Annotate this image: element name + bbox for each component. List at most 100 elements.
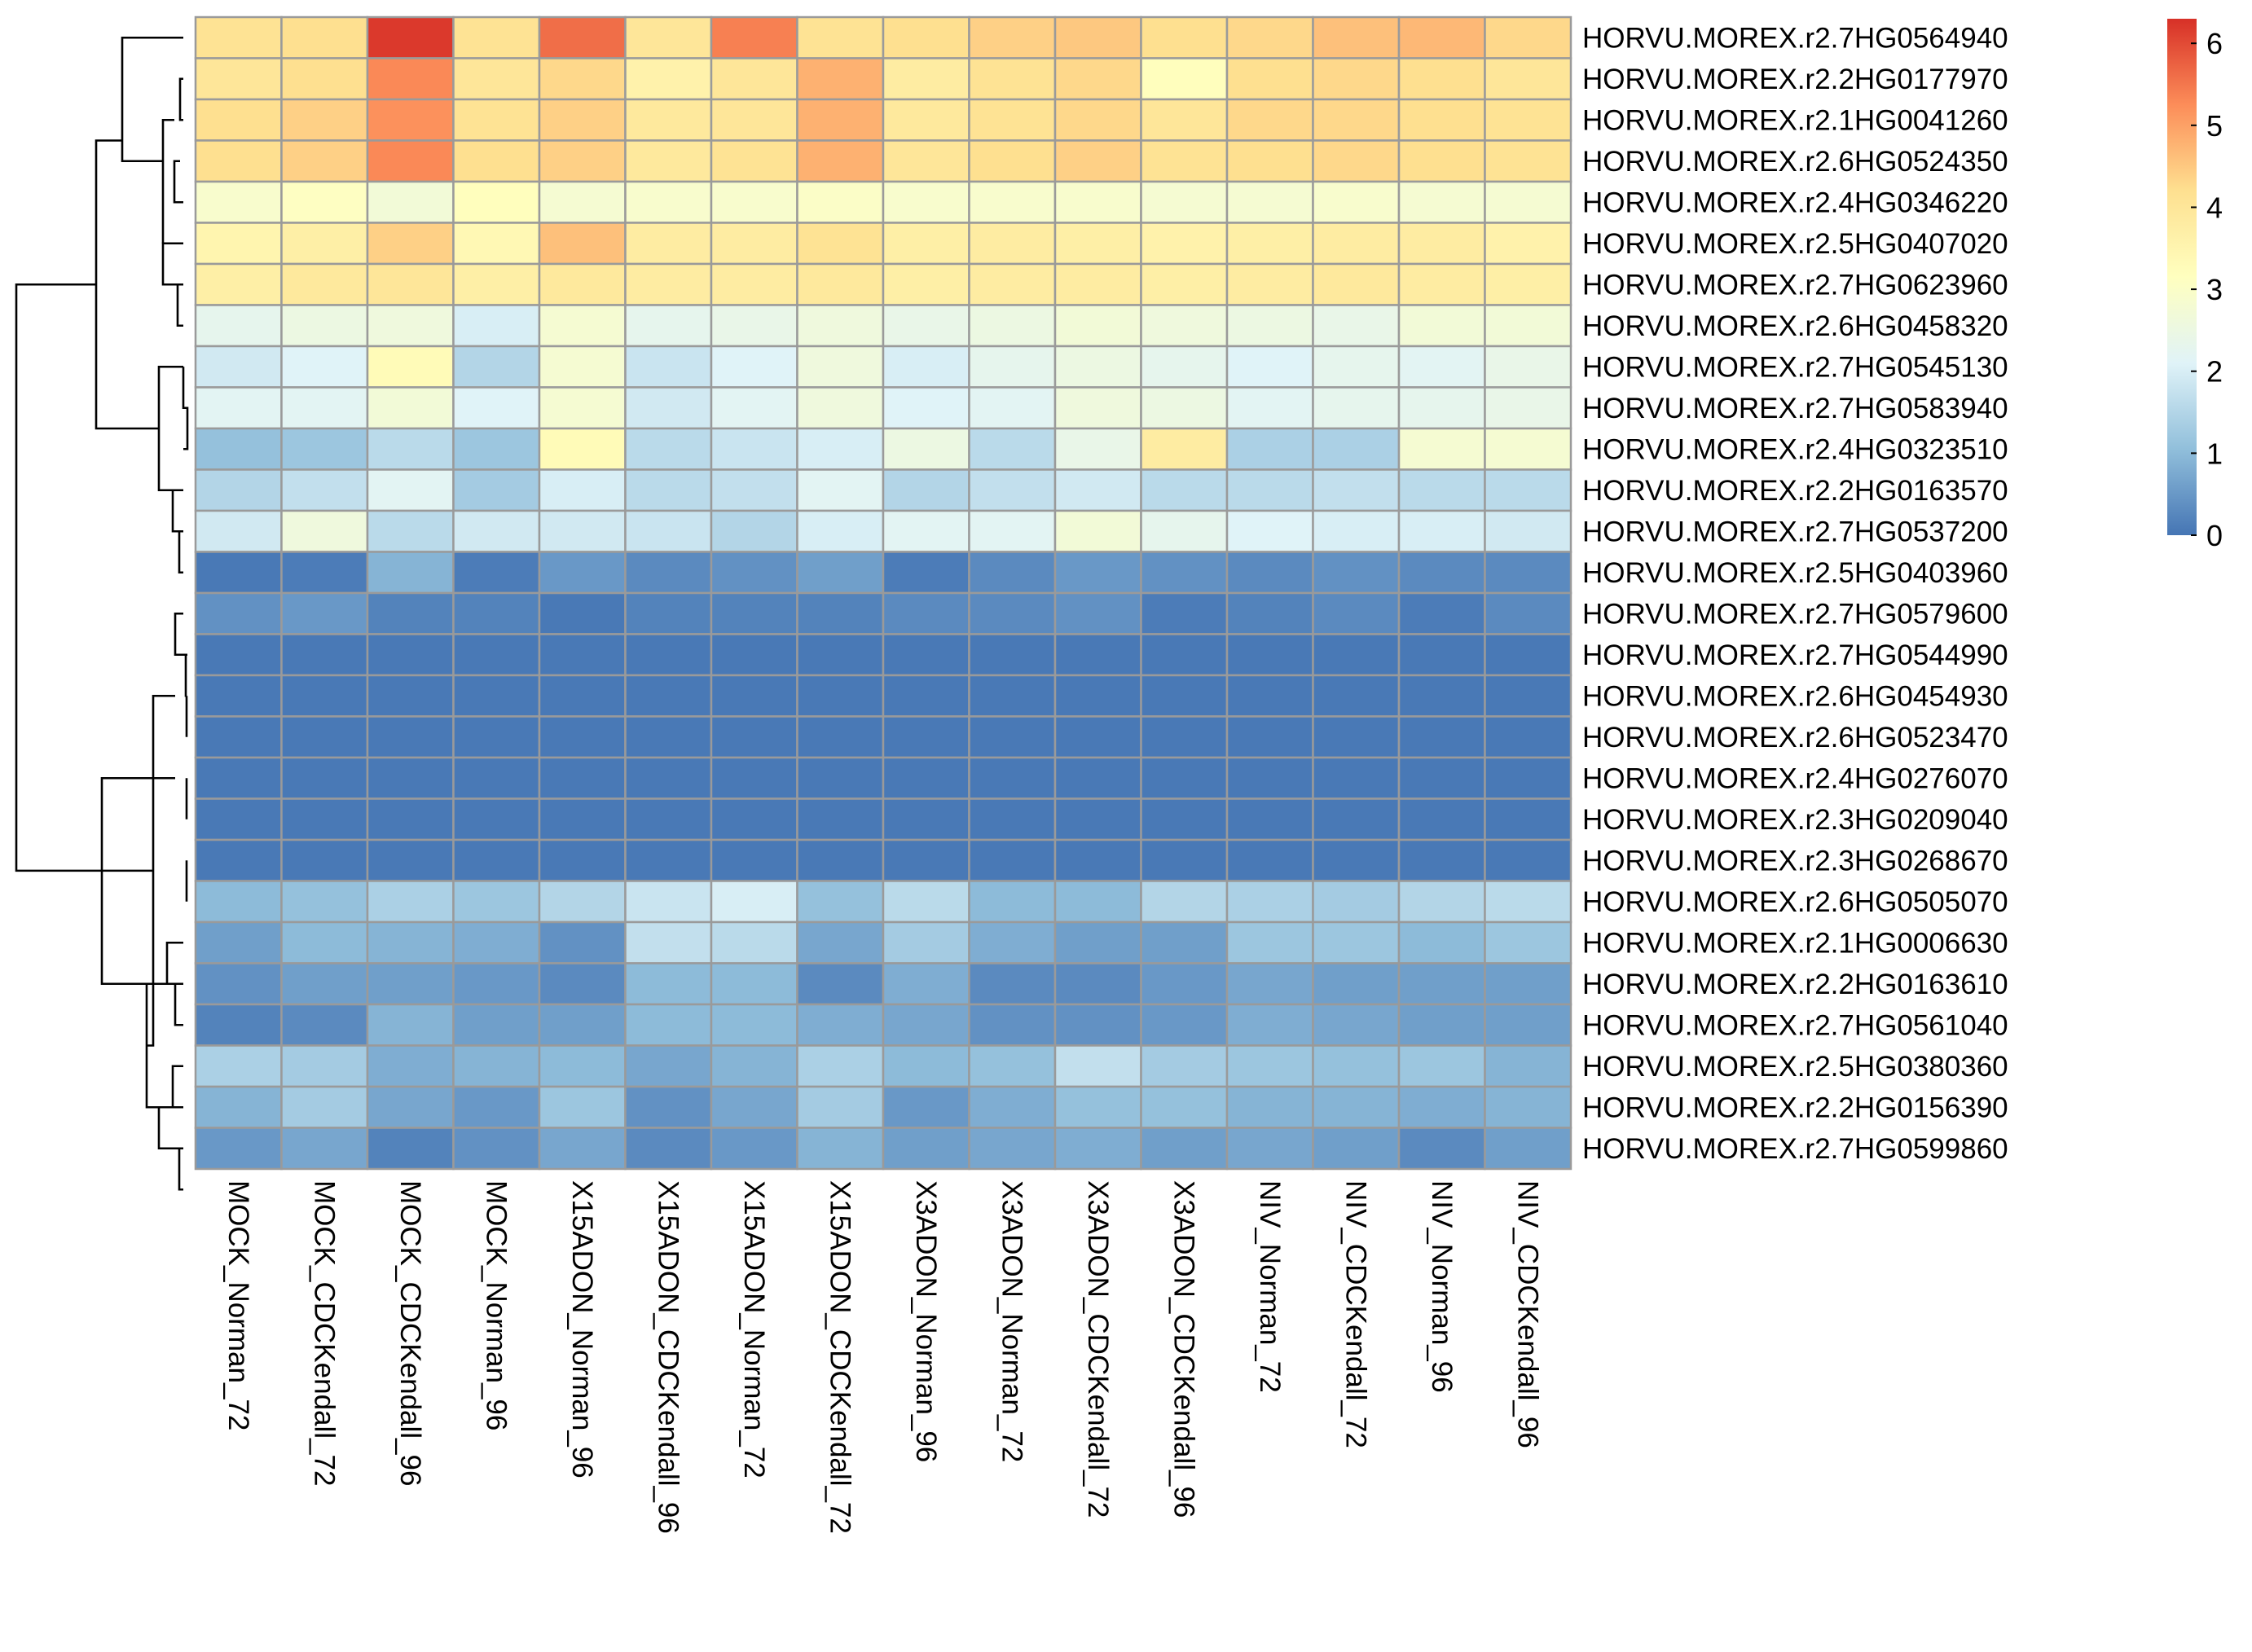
dendrogram-branch [174, 982, 183, 1026]
heatmap-cell [1397, 797, 1486, 841]
heatmap-cell [1225, 880, 1314, 924]
heatmap-cell [1484, 797, 1572, 841]
legend-tick-label: 0 [2206, 519, 2223, 552]
heatmap-cell [710, 262, 798, 306]
heatmap-cell [1140, 1044, 1229, 1088]
heatmap-cell [452, 15, 541, 59]
dendrogram-branch [161, 118, 174, 244]
heatmap-cell [1484, 756, 1572, 800]
heatmap-cell [194, 262, 283, 306]
heatmap-cell [1140, 1127, 1229, 1171]
heatmap-cell [1312, 715, 1401, 759]
heatmap-cell [968, 509, 1057, 553]
heatmap-cell [366, 509, 455, 553]
heatmap-cell [624, 838, 713, 882]
column-label: NIV_Norman_72 [1254, 1180, 1286, 1393]
heatmap-cell [882, 591, 970, 635]
dendrogram-branch [157, 365, 183, 492]
row-label: HORVU.MOREX.r2.5HG0403960 [1582, 557, 2008, 589]
heatmap-cell [624, 1003, 713, 1047]
heatmap-cell [1140, 139, 1229, 183]
heatmap-cell [1053, 838, 1142, 882]
heatmap-cell [1225, 838, 1314, 882]
heatmap-cell [624, 98, 713, 142]
heatmap-cell [796, 1044, 885, 1088]
heatmap-cell [538, 962, 627, 1006]
heatmap-cell [538, 1085, 627, 1129]
heatmap-cell [1225, 1044, 1314, 1088]
heatmap-cell [1225, 551, 1314, 595]
dendrogram-branch [161, 242, 183, 286]
heatmap-cell [882, 1044, 970, 1088]
heatmap-cell [538, 1127, 627, 1171]
heatmap-cell [1140, 920, 1229, 964]
heatmap-cell [194, 386, 283, 430]
heatmap-cell [624, 633, 713, 677]
column-label: NIV_CDCKendall_96 [1511, 1180, 1543, 1448]
heatmap-cell [452, 797, 541, 841]
row-label: HORVU.MOREX.r2.7HG0564940 [1582, 22, 2008, 54]
heatmap-cell [366, 222, 455, 266]
row-label: HORVU.MOREX.r2.3HG0268670 [1582, 845, 2008, 877]
heatmap-cell [280, 880, 369, 924]
row-label: HORVU.MOREX.r2.1HG0006630 [1582, 927, 2008, 959]
heatmap-cell [624, 1085, 713, 1129]
heatmap-cell [538, 345, 627, 389]
heatmap-cell [1225, 427, 1314, 471]
heatmap-cell [452, 880, 541, 924]
heatmap-cell [538, 509, 627, 553]
heatmap-cell [624, 674, 713, 718]
heatmap-cell [1053, 1085, 1142, 1129]
dendrogram-branch [157, 1105, 179, 1150]
heatmap-cell [1484, 15, 1572, 59]
heatmap-cell [1484, 509, 1572, 553]
heatmap-cell [1225, 386, 1314, 430]
heatmap-cell [1053, 674, 1142, 718]
heatmap-cell [968, 1127, 1057, 1171]
heatmap-cell [1397, 57, 1486, 101]
heatmap-cell [1397, 1085, 1486, 1129]
heatmap-cell [882, 1085, 970, 1129]
heatmap-cell [1225, 57, 1314, 101]
heatmap-cell [1053, 180, 1142, 224]
heatmap-cell [710, 920, 798, 964]
heatmap-cell [1140, 756, 1229, 800]
heatmap-cell [1397, 838, 1486, 882]
heatmap-cell [882, 715, 970, 759]
heatmap-cell [280, 920, 369, 964]
heatmap-cell [194, 304, 283, 348]
heatmap-cell [882, 674, 970, 718]
heatmap-cell [710, 57, 798, 101]
heatmap-cell [1225, 1003, 1314, 1047]
heatmap-cell [968, 962, 1057, 1006]
heatmap-cell [710, 386, 798, 430]
heatmap-cell [280, 838, 369, 882]
heatmap-cell [194, 962, 283, 1006]
heatmap-cell [796, 633, 885, 677]
heatmap-cell [624, 715, 713, 759]
heatmap-cell [452, 180, 541, 224]
heatmap-cell [882, 262, 970, 306]
heatmap-cell [796, 386, 885, 430]
heatmap-cell [194, 756, 283, 800]
heatmap-cell [796, 962, 885, 1006]
heatmap-cell [1053, 57, 1142, 101]
heatmap-cell [968, 1085, 1057, 1129]
heatmap-cell [1225, 797, 1314, 841]
heatmap-cell [796, 591, 885, 635]
heatmap-cell [1484, 468, 1572, 512]
heatmap-cell [1140, 304, 1229, 348]
heatmap-cell [366, 180, 455, 224]
heatmap-cell [1225, 304, 1314, 348]
heatmap-cell [1140, 838, 1229, 882]
heatmap-cell [624, 920, 713, 964]
heatmap-cell [452, 427, 541, 471]
heatmap-cell [1484, 1044, 1572, 1088]
heatmap-cell [194, 633, 283, 677]
heatmap-cell [1053, 715, 1142, 759]
heatmap-cell [968, 551, 1057, 595]
heatmap-cell [624, 756, 713, 800]
heatmap-cell [538, 222, 627, 266]
dendrogram-root [15, 283, 102, 872]
heatmap-cell [882, 1127, 970, 1171]
